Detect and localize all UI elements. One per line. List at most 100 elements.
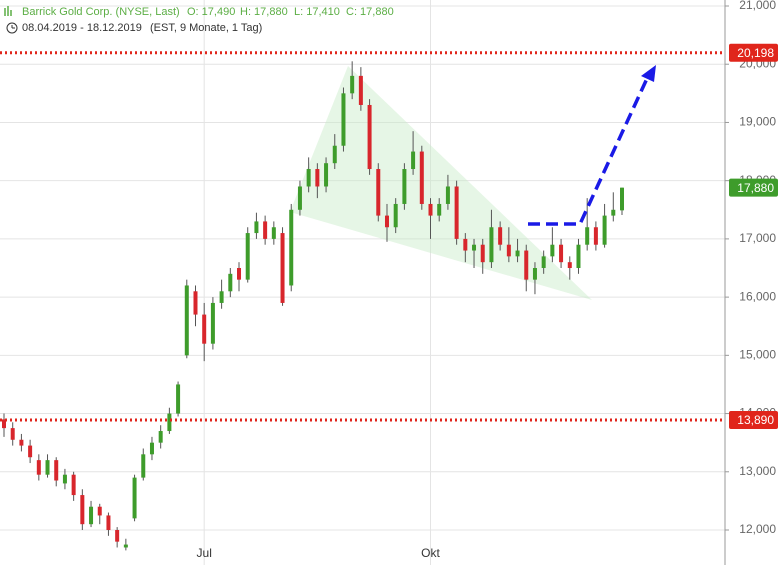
y-tick-label: 17,000 bbox=[739, 231, 776, 245]
candle-body bbox=[567, 262, 572, 269]
candle-body bbox=[289, 209, 294, 286]
high-label: H: 17,880 bbox=[240, 6, 288, 18]
x-tick-label: Jul bbox=[197, 546, 212, 560]
candle-body bbox=[585, 227, 590, 245]
low-label: L: 17,410 bbox=[294, 6, 340, 18]
candle-body bbox=[297, 186, 302, 210]
candle-body bbox=[367, 104, 372, 170]
candle-body bbox=[36, 460, 41, 475]
candle-body bbox=[428, 203, 433, 216]
candle-body bbox=[541, 256, 546, 269]
candle-body bbox=[620, 187, 624, 211]
candle-body bbox=[202, 314, 207, 344]
candle-body bbox=[341, 93, 346, 146]
candle-body bbox=[350, 75, 355, 94]
candle-body bbox=[28, 445, 33, 458]
candle-body bbox=[498, 227, 503, 245]
candle-body bbox=[411, 151, 416, 170]
last-price-label: 17,880 bbox=[737, 181, 774, 195]
price-tag-label: 13,890 bbox=[737, 413, 774, 427]
candle-body bbox=[45, 460, 50, 475]
candle-body bbox=[219, 291, 224, 303]
y-tick-label: 21,000 bbox=[739, 0, 776, 12]
candle-body bbox=[559, 244, 564, 263]
candle-body bbox=[2, 419, 6, 429]
candle-body bbox=[332, 145, 337, 164]
period-info: (EST, 9 Monate, 1 Tag) bbox=[150, 22, 262, 34]
candle-body bbox=[228, 273, 233, 292]
candle-body bbox=[193, 291, 198, 315]
candle-body bbox=[54, 460, 59, 481]
y-tick-label: 13,000 bbox=[739, 464, 776, 478]
y-tick-label: 16,000 bbox=[739, 289, 776, 303]
candle-body bbox=[463, 238, 468, 251]
title: Barrick Gold Corp. (NYSE, Last) bbox=[22, 6, 180, 18]
candle-body bbox=[10, 428, 15, 440]
candle-body bbox=[97, 506, 102, 516]
candle-body bbox=[532, 268, 537, 280]
candle-body bbox=[437, 203, 442, 216]
candle-body bbox=[602, 215, 607, 245]
candle-icon bbox=[4, 6, 12, 16]
candle-body bbox=[358, 75, 363, 105]
candle-body bbox=[315, 169, 320, 187]
candle-body bbox=[132, 477, 137, 519]
candle-body bbox=[576, 244, 581, 269]
price-tag bbox=[729, 410, 778, 429]
candle-body bbox=[445, 186, 450, 204]
candle-body bbox=[454, 186, 459, 239]
candle-body bbox=[306, 169, 311, 187]
price-tag-label: 20,198 bbox=[737, 46, 774, 60]
candle-body bbox=[524, 250, 529, 280]
candle-body bbox=[419, 151, 424, 204]
candle-body bbox=[376, 169, 381, 216]
period: 08.04.2019 - 18.12.2019 bbox=[22, 22, 142, 34]
y-tick-label: 12,000 bbox=[739, 522, 776, 536]
candle-body bbox=[324, 163, 329, 187]
candle-body bbox=[80, 495, 85, 525]
grid bbox=[0, 0, 729, 565]
candle-body bbox=[550, 244, 555, 257]
candle-body bbox=[89, 506, 94, 525]
candles bbox=[2, 61, 624, 551]
candle-body bbox=[71, 474, 76, 496]
close-label: C: 17,880 bbox=[346, 6, 394, 18]
candle-body bbox=[593, 227, 598, 245]
header: Barrick Gold Corp. (NYSE, Last) O: 17,49… bbox=[4, 6, 394, 34]
candle-body bbox=[176, 384, 181, 414]
candle-body bbox=[62, 474, 67, 484]
candle-body bbox=[184, 285, 189, 356]
candle-body bbox=[245, 233, 250, 280]
overlay: 12,00013,00014,00015,00016,00017,00018,0… bbox=[0, 0, 778, 560]
projection-arrow bbox=[528, 71, 652, 226]
candle-body bbox=[263, 221, 268, 239]
candle-body bbox=[254, 221, 259, 234]
x-tick-label: Okt bbox=[421, 546, 440, 560]
candle-body bbox=[280, 233, 285, 303]
candle-body bbox=[271, 227, 276, 239]
candle-body bbox=[158, 431, 163, 443]
candle-body bbox=[472, 244, 477, 251]
candle-body bbox=[167, 413, 172, 432]
y-tick-label: 19,000 bbox=[739, 115, 776, 129]
clock-icon bbox=[6, 22, 18, 34]
price-tag bbox=[729, 43, 778, 62]
candle-body bbox=[210, 302, 215, 344]
candle-body bbox=[149, 442, 154, 455]
candle-body bbox=[506, 244, 511, 257]
arrow-head bbox=[641, 65, 656, 82]
candle-body bbox=[611, 209, 616, 216]
open-label: O: 17,490 bbox=[187, 6, 235, 18]
y-tick-label: 15,000 bbox=[739, 348, 776, 362]
candle-body bbox=[393, 203, 398, 228]
candle-body bbox=[384, 215, 389, 228]
candle-body bbox=[19, 439, 24, 446]
candle-body bbox=[480, 244, 485, 263]
candle-body bbox=[115, 530, 120, 542]
candle-body bbox=[489, 227, 494, 263]
candle-body bbox=[402, 169, 407, 204]
triangle-pattern bbox=[290, 66, 592, 300]
candle-body bbox=[515, 250, 520, 257]
